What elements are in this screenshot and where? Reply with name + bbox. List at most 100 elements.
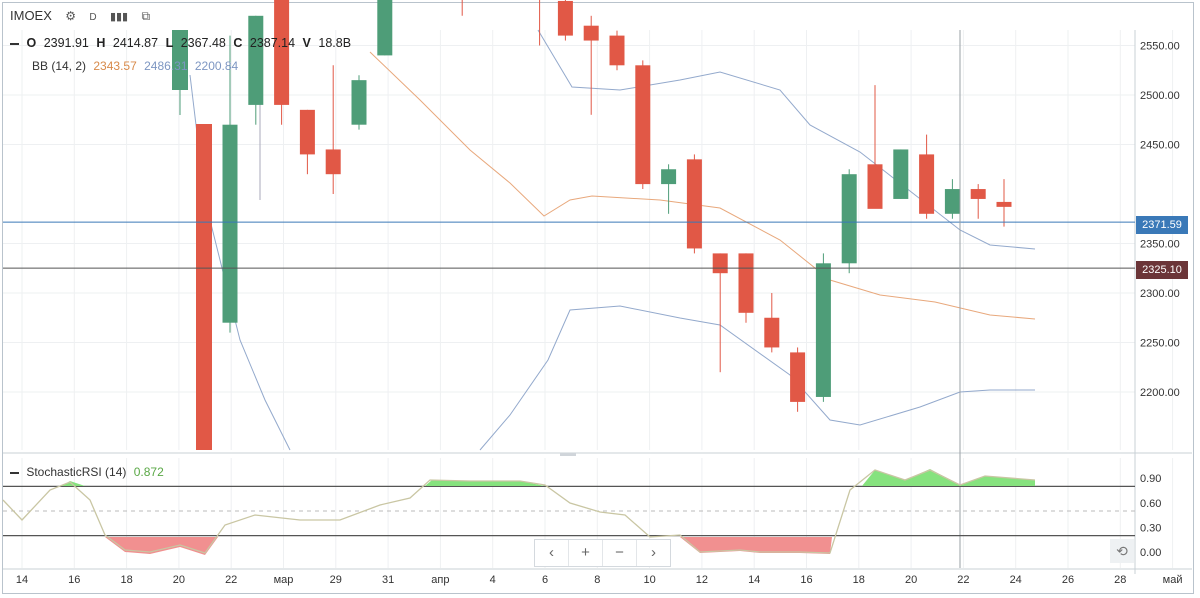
candle: [919, 154, 935, 214]
stoch-y-tick-label: 0.00: [1140, 547, 1161, 559]
symbol-label[interactable]: IMOEX: [10, 8, 52, 23]
volume-value: 18.8B: [318, 36, 352, 50]
y-tick-label: 2550.00: [1140, 41, 1180, 53]
x-tick-label: 24: [1010, 574, 1022, 586]
x-tick-label: 12: [696, 574, 708, 586]
bb-upper-value: 2486.31: [144, 59, 188, 73]
x-tick-label: 22: [225, 574, 237, 586]
scroll-left-button[interactable]: ‹: [535, 540, 569, 566]
bb-label: BB (14, 2): [32, 59, 87, 73]
open-value: 2391.91: [43, 36, 89, 50]
candle: [893, 149, 909, 199]
bb-basis-value: 2343.57: [93, 59, 137, 73]
price-tag-crosshair: 2325.10: [1136, 261, 1188, 280]
candle: [248, 15, 264, 105]
candle: [738, 253, 754, 313]
high-label: H: [96, 36, 106, 50]
bars-icon[interactable]: ▮▮▮: [109, 11, 129, 23]
candle: [196, 124, 212, 450]
y-tick-label: 2350.00: [1140, 239, 1180, 251]
x-tick-label: 28: [1114, 574, 1126, 586]
candle: [377, 0, 393, 56]
x-tick-label: мар: [274, 574, 294, 586]
x-tick-label: 29: [330, 574, 342, 586]
candle: [583, 25, 599, 41]
candle: [661, 169, 677, 185]
ohlc-legend: O 2391.91 H 2414.87 L 2367.48 C 2387.14 …: [10, 36, 355, 50]
x-tick-label: 31: [382, 574, 394, 586]
candle: [351, 80, 367, 125]
pane-resize-handle: [560, 453, 576, 456]
symbol-header: IMOEX ⚙ D ▮▮▮ ⧉: [10, 8, 154, 24]
x-tick-label: 14: [16, 574, 28, 586]
x-tick-label: 16: [68, 574, 80, 586]
candle: [944, 189, 960, 214]
collapse-dash-icon[interactable]: [10, 471, 19, 474]
x-tick-label: май: [1163, 574, 1183, 586]
volume-label: V: [302, 36, 311, 50]
bb-upper-line: [537, 29, 1036, 250]
zoom-in-button[interactable]: +: [569, 540, 603, 566]
x-tick-label: 22: [957, 574, 969, 586]
candle: [996, 201, 1012, 207]
x-tick-label: 26: [1062, 574, 1074, 586]
collapse-dash-icon[interactable]: [10, 42, 19, 45]
x-tick-label: 20: [173, 574, 185, 586]
stoch-overbought-fill: [862, 469, 1035, 486]
x-tick-label: 4: [490, 574, 496, 586]
stoch-value: 0.872: [133, 465, 164, 479]
y-tick-label: 2500.00: [1140, 90, 1180, 102]
zoom-out-button[interactable]: −: [603, 540, 637, 566]
stoch-label: StochasticRSI (14): [26, 465, 127, 479]
undo-icon[interactable]: ⟲: [1110, 539, 1134, 563]
scroll-right-button[interactable]: ›: [651, 544, 656, 561]
y-tick-label: 2250.00: [1140, 338, 1180, 350]
x-tick-label: 6: [542, 574, 548, 586]
low-label: L: [165, 36, 174, 50]
stoch-line: [2, 469, 1036, 554]
candle: [815, 263, 831, 397]
candle: [557, 0, 573, 36]
x-tick-label: 16: [800, 574, 812, 586]
y-tick-label: 2300.00: [1140, 288, 1180, 300]
stoch-overbought-fill: [62, 481, 85, 486]
stoch-y-tick-label: 0.60: [1140, 498, 1161, 510]
x-tick-label: апр: [431, 574, 449, 586]
candle: [841, 174, 857, 264]
candle: [274, 0, 290, 105]
bb-basis-line: [369, 51, 1036, 320]
close-value: 2387.14: [249, 36, 296, 50]
y-tick-label: 2450.00: [1140, 140, 1180, 152]
stoch-y-tick-label: 0.90: [1140, 473, 1161, 485]
candle: [686, 159, 702, 249]
gear-icon[interactable]: ⚙: [65, 9, 77, 23]
x-tick-label: 18: [853, 574, 865, 586]
x-tick-label: 18: [120, 574, 132, 586]
candle: [222, 124, 238, 323]
candle: [867, 164, 883, 209]
interval-label[interactable]: D: [89, 12, 97, 23]
candle: [764, 317, 780, 348]
stoch-y-tick-label: 0.30: [1140, 522, 1161, 534]
save-icon[interactable]: ⧉: [141, 9, 151, 23]
bb-lower-value: 2200.84: [194, 59, 239, 73]
high-value: 2414.87: [112, 36, 159, 50]
close-label: C: [233, 36, 243, 50]
price-tag-last: 2371.59: [1136, 216, 1188, 235]
low-value: 2367.48: [180, 36, 226, 50]
y-tick-label: 2200.00: [1140, 387, 1180, 399]
candle: [790, 352, 806, 402]
stoch-legend[interactable]: StochasticRSI (14) 0.872: [10, 465, 168, 479]
bb-lower-line: [479, 305, 1035, 451]
candle: [970, 189, 986, 199]
bb-legend[interactable]: BB (14, 2) 2343.57 2486.31 2200.84: [32, 59, 242, 73]
open-label: O: [26, 36, 37, 50]
chart-navigation: ‹ + − ›: [534, 539, 671, 567]
y-tick-label: 2600.00: [1140, 0, 1180, 3]
candle: [635, 65, 651, 185]
candle: [712, 253, 728, 274]
candle: [325, 149, 341, 175]
stoch-oversold-fill: [680, 537, 832, 554]
